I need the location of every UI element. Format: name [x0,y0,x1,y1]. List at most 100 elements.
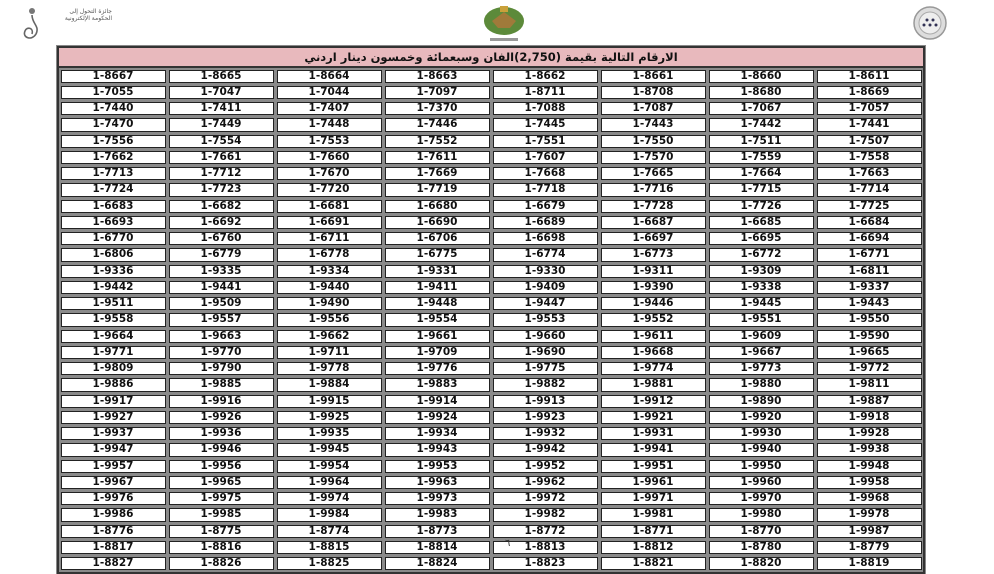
table-cell: 1-9950 [708,459,814,473]
table-cell: 1-7440 [60,102,166,116]
table-cell: 1-9885 [168,378,274,392]
table-cell: 1-6806 [60,248,166,262]
table-cell: 1-9968 [816,492,922,506]
table-cell: 1-8665 [168,69,274,83]
table-cell: 1-9938 [816,443,922,457]
table-cell: 1-9664 [60,329,166,343]
table-cell: 1-9943 [384,443,490,457]
table-cell: 1-9937 [60,427,166,441]
table-cell: 1-8664 [276,69,382,83]
table-cell: 1-7470 [60,118,166,132]
table-cell: 1-6694 [816,232,922,246]
table-cell: 1-7556 [60,134,166,148]
table-cell: 1-6778 [276,248,382,262]
table-cell: 1-9663 [168,329,274,343]
table-cell: 1-6697 [600,232,706,246]
table-cell: 1-7097 [384,85,490,99]
table-cell: 1-9557 [168,313,274,327]
table-cell: 1-6770 [60,232,166,246]
table-cell: 1-9490 [276,297,382,311]
table-cell: 1-9923 [492,410,598,424]
table-cell: 1-6772 [708,248,814,262]
table-cell: 1-7712 [168,167,274,181]
table-cell: 1-9884 [276,378,382,392]
table-cell: 1-6690 [384,215,490,229]
table-cell: 1-9661 [384,329,490,343]
table-cell: 1-9951 [600,459,706,473]
table-cell: 1-9442 [60,280,166,294]
table-cell: 1-9934 [384,427,490,441]
table-cell: 1-7443 [600,118,706,132]
table-cell: 1-9942 [492,443,598,457]
table-cell: 1-8812 [600,540,706,554]
table-cell: 1-7661 [168,150,274,164]
table-cell: 1-6684 [816,215,922,229]
table-cell: 1-7088 [492,102,598,116]
table-cell: 1-7559 [708,150,814,164]
table-cell: 1-9913 [492,394,598,408]
table-cell: 1-8779 [816,540,922,554]
table-cell: 1-6774 [492,248,598,262]
table-row: 1-7440 1-7411 1-7407 1-7370 1-7088 1-7087 1-70… [59,100,923,117]
table-row: 1-9937 1-9936 1-9935 1-9934 1-9932 1-9931 1-99… [59,425,923,442]
table-cell: 1-7664 [708,167,814,181]
table-row: 1-9927 1-9926 1-9925 1-9924 1-9923 1-9921 1-99… [59,409,923,426]
table-cell: 1-7723 [168,183,274,197]
table-cell: 1-9554 [384,313,490,327]
table-cell: 1-9609 [708,329,814,343]
table-cell: 1-9912 [600,394,706,408]
numbers-table: الارقام التالية بقيمة (2,750)الفان وسبعم… [57,46,925,574]
table-cell: 1-9973 [384,492,490,506]
table-cell: 1-7716 [600,183,706,197]
table-cell: 1-9709 [384,345,490,359]
table-cell: 1-7448 [276,118,382,132]
table-row: 1-9558 1-9557 1-9556 1-9554 1-9553 1-9552 1-95… [59,311,923,328]
table-row: 1-9957 1-9956 1-9954 1-9953 1-9952 1-9951 1-99… [59,458,923,475]
table-cell: 1-9809 [60,362,166,376]
table-cell: 1-7662 [60,150,166,164]
table-cell: 1-6683 [60,199,166,213]
table-cell: 1-6687 [600,215,706,229]
table-cell: 1-7067 [708,102,814,116]
table-cell: 1-9914 [384,394,490,408]
table-cell: 1-7057 [816,102,922,116]
table-cell: 1-9311 [600,264,706,278]
table-row: 1-6693 1-6692 1-6691 1-6690 1-6689 1-6687 1-66… [59,214,923,231]
table-cell: 1-9556 [276,313,382,327]
table-cell: 1-9986 [60,508,166,522]
table-cell: 1-8772 [492,524,598,538]
table-cell: 1-9330 [492,264,598,278]
table-cell: 1-9443 [816,297,922,311]
table-cell: 1-9309 [708,264,814,278]
table-cell: 1-7718 [492,183,598,197]
table-cell: 1-9954 [276,459,382,473]
table-cell: 1-9337 [816,280,922,294]
table-cell: 1-9409 [492,280,598,294]
table-cell: 1-9511 [60,297,166,311]
table-cell: 1-9980 [708,508,814,522]
institution-seal-logo [902,6,958,40]
table-cell: 1-9660 [492,329,598,343]
table-cell: 1-9987 [816,524,922,538]
table-cell: 1-9331 [384,264,490,278]
table-cell: 1-8780 [708,540,814,554]
table-cell: 1-7726 [708,199,814,213]
table-cell: 1-7442 [708,118,814,132]
table-cell: 1-8771 [600,524,706,538]
table-cell: 1-9945 [276,443,382,457]
table-cell: 1-7370 [384,102,490,116]
table-cell: 1-9553 [492,313,598,327]
table-cell: 1-9890 [708,394,814,408]
table-cell: 1-9550 [816,313,922,327]
table-cell: 1-7044 [276,85,382,99]
table-row: 1-9511 1-9509 1-9490 1-9448 1-9447 1-9446 1-94… [59,295,923,312]
table-cell: 1-9882 [492,378,598,392]
table-cell: 1-9665 [816,345,922,359]
table-cell: 1-7407 [276,102,382,116]
table-cell: 1-7668 [492,167,598,181]
table-cell: 1-6689 [492,215,598,229]
table-row: 1-9771 1-9770 1-9711 1-9709 1-9690 1-9668 1-96… [59,344,923,361]
table-cell: 1-7055 [60,85,166,99]
table-cell: 1-9441 [168,280,274,294]
table-cell: 1-9775 [492,362,598,376]
